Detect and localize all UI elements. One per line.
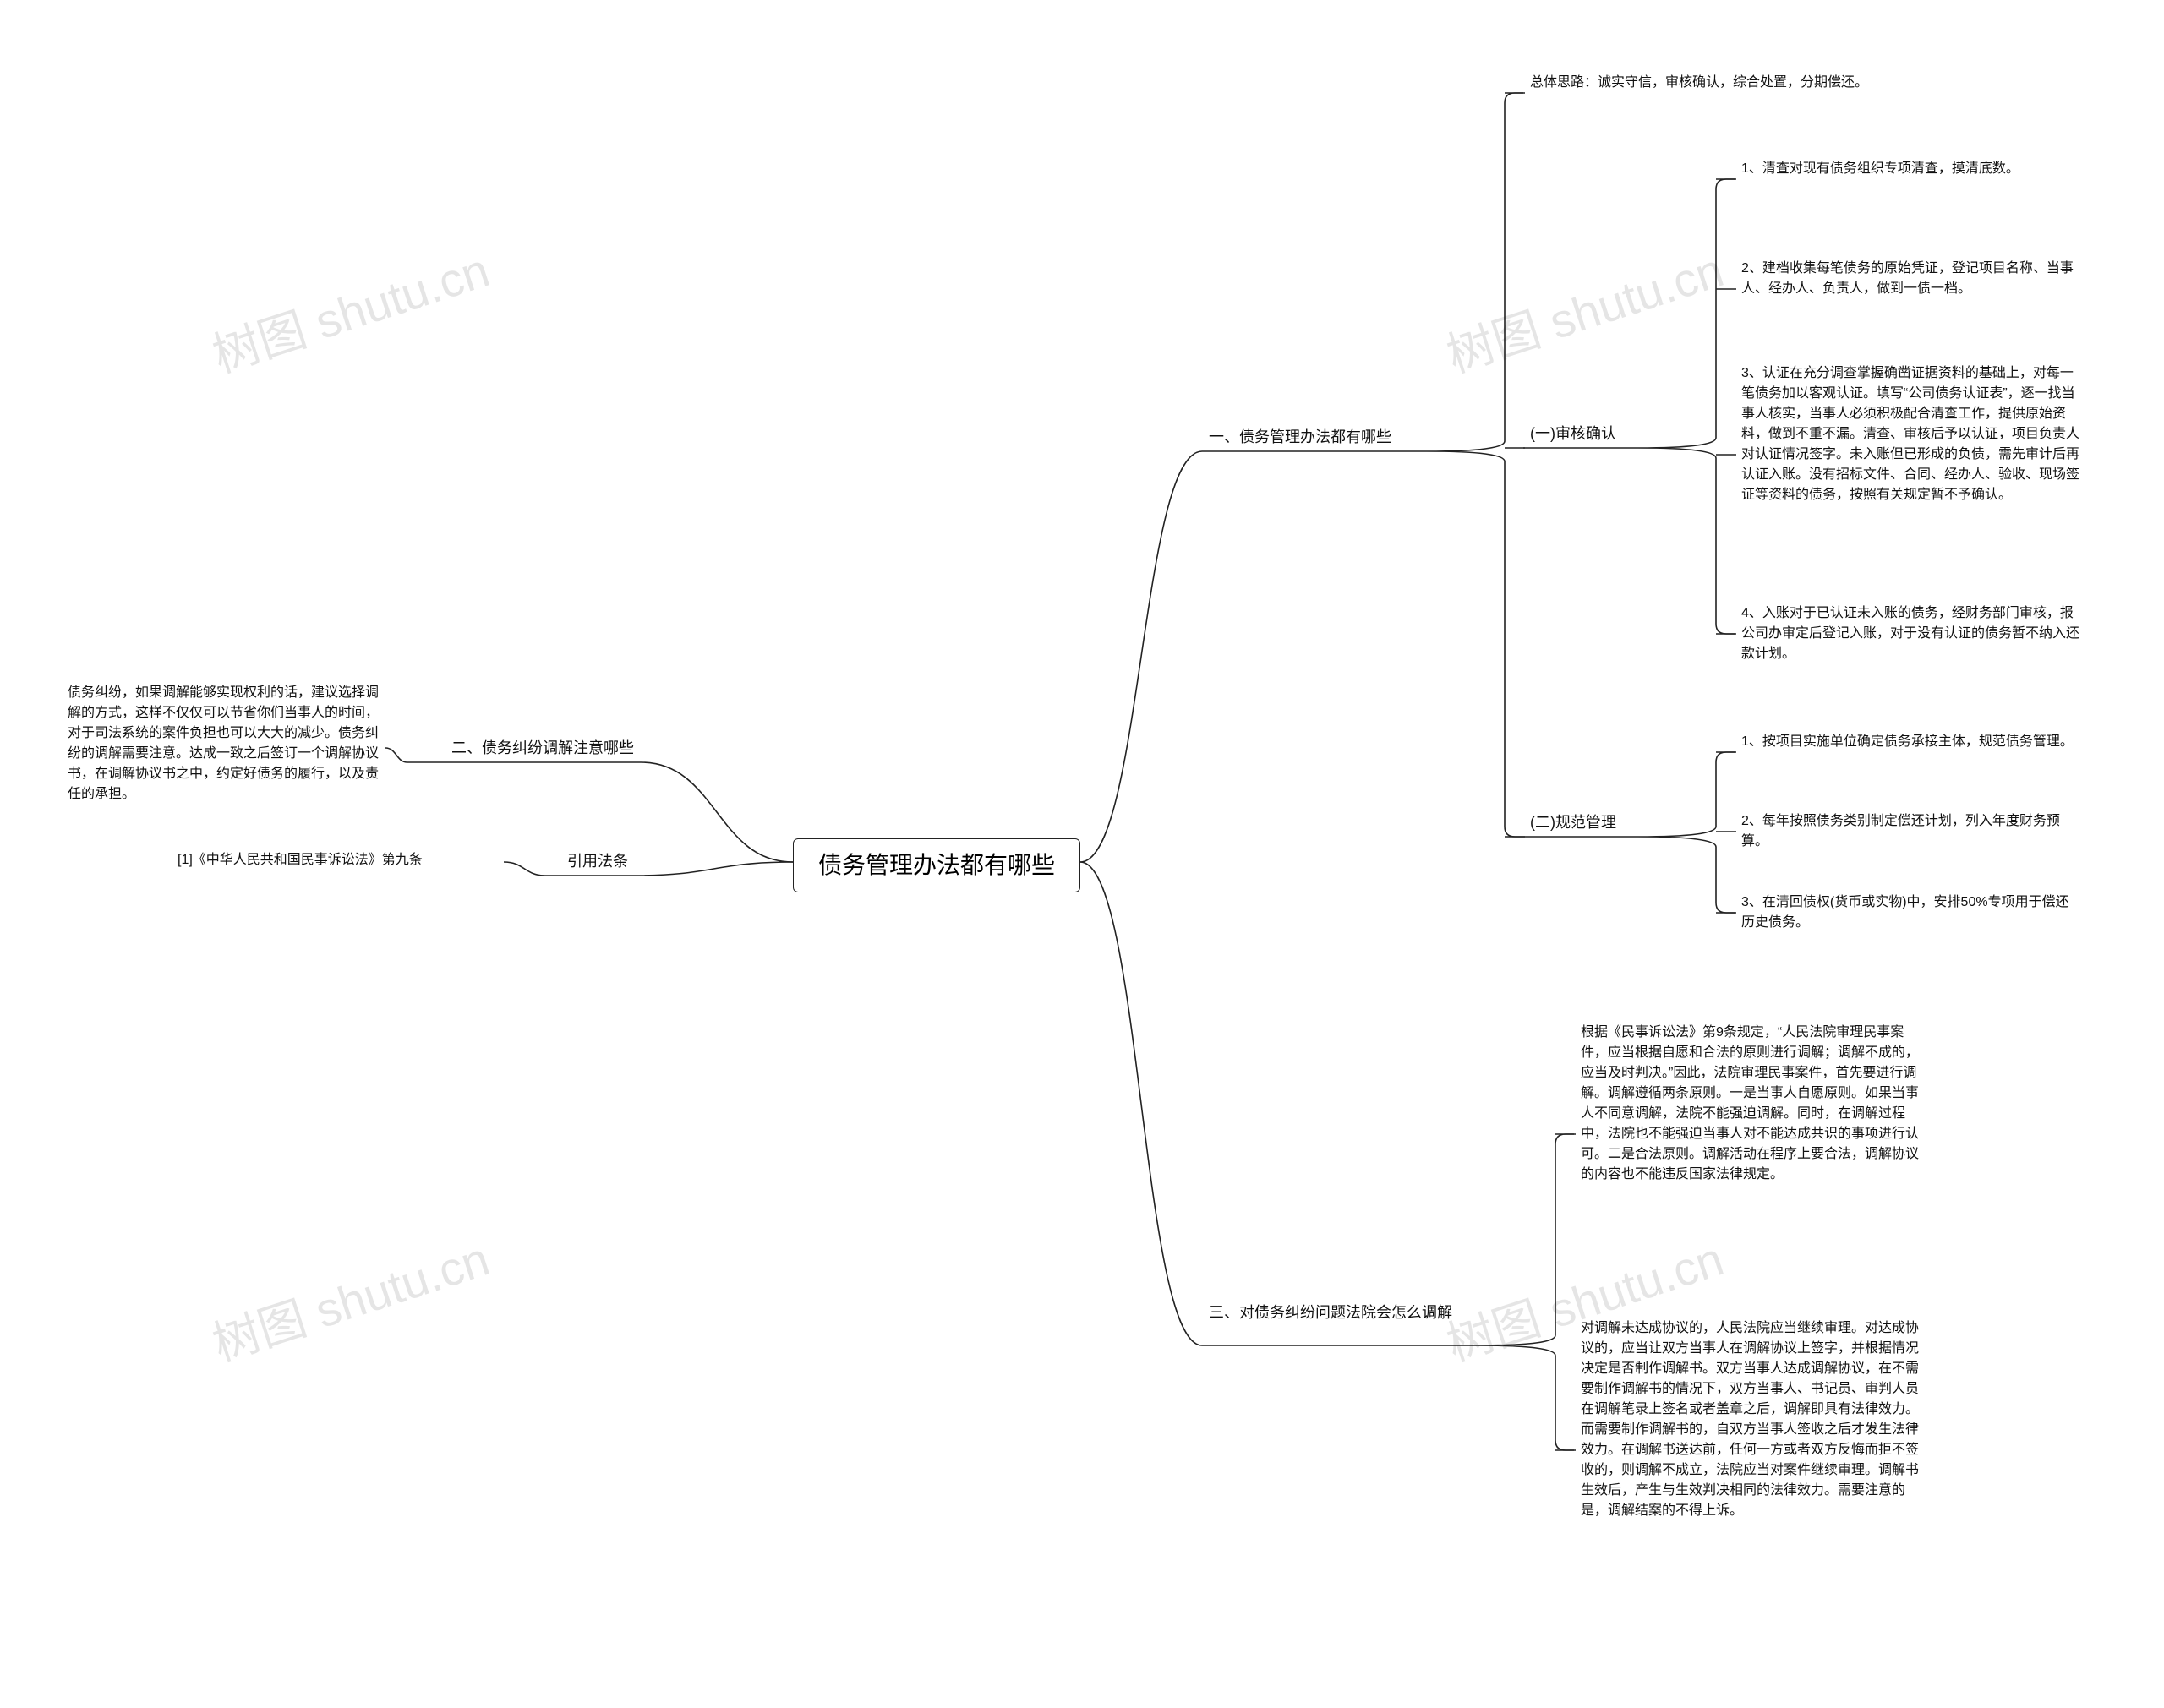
node-L1a: 债务纠纷，如果调解能够实现权利的话，建议选择调解的方式，这样不仅仅可以节省你们当…: [68, 683, 380, 805]
node-R1t: 总体思路：诚实守信，审核确认，综合处置，分期偿还。: [1530, 73, 1868, 93]
node-R1B3: 3、在清回债权(货币或实物)中，安排50%专项用于偿还历史债务。: [1741, 892, 2079, 933]
node-root: 债务管理办法都有哪些: [793, 838, 1080, 892]
node-L2: 引用法条: [552, 850, 628, 873]
node-R1A4: 4、入账对于已认证未入账的债务，经财务部门审核，报公司办审定后登记入账，对于没有…: [1741, 603, 2079, 664]
node-R1A3: 3、认证在充分调查掌握确凿证据资料的基础上，对每一笔债务加以客观认证。填写“公司…: [1741, 363, 2079, 505]
node-R1A: (一)审核确认: [1530, 423, 1631, 445]
node-R1B: (二)规范管理: [1530, 811, 1631, 834]
node-R2a: 根据《民事诉讼法》第9条规定，“人民法院审理民事案件，应当根据自愿和合法的原则进…: [1581, 1023, 1919, 1185]
node-L1: 二、债务纠纷调解注意哪些: [414, 737, 634, 760]
node-R1B2: 2、每年按照债务类别制定偿还计划，列入年度财务预算。: [1741, 811, 2079, 852]
watermark: 树图 shutu.cn: [203, 1221, 497, 1375]
node-R1A1: 1、清查对现有债务组织专项清查，摸清底数。: [1741, 159, 2079, 179]
node-R1A2: 2、建档收集每笔债务的原始凭证，登记项目名称、当事人、经办人、负责人，做到一债一…: [1741, 259, 2079, 299]
node-R2: 三、对债务纠纷问题法院会怎么调解: [1209, 1301, 1471, 1324]
node-L2a: [1]《中华人民共和国民事诉讼法》第九条: [178, 850, 499, 870]
node-R2b: 对调解未达成协议的，人民法院应当继续审理。对达成协议的，应当让双方当事人在调解协…: [1581, 1318, 1919, 1521]
node-R1: 一、债务管理办法都有哪些: [1209, 426, 1420, 449]
watermark: 树图 shutu.cn: [203, 232, 497, 386]
node-R1B1: 1、按项目实施单位确定债务承接主体，规范债务管理。: [1741, 732, 2079, 752]
watermark: 树图 shutu.cn: [1437, 232, 1731, 386]
